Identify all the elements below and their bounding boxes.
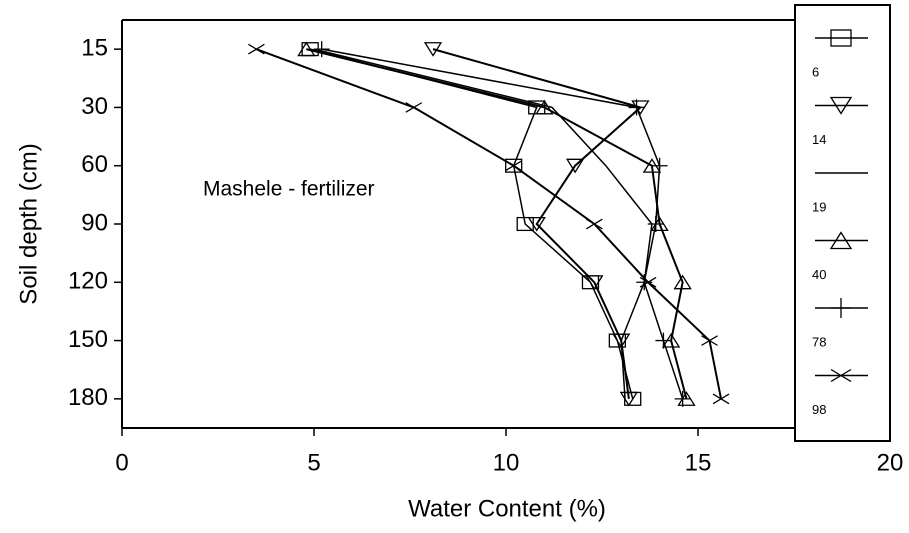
legend-box: [794, 4, 891, 442]
y-tick-label: 15: [81, 34, 108, 61]
marker: [647, 216, 664, 232]
marker: [651, 157, 668, 174]
legend-label: 40: [812, 267, 826, 282]
marker: [423, 42, 443, 57]
marker: [831, 298, 851, 318]
marker: [612, 333, 631, 349]
marker: [505, 158, 523, 173]
x-tick-label: 0: [115, 449, 128, 476]
y-tick-label: 90: [81, 209, 108, 236]
x-tick-label: 5: [307, 449, 320, 476]
marker: [655, 332, 672, 349]
marker: [505, 160, 523, 172]
marker: [830, 368, 852, 383]
marker: [829, 231, 853, 250]
x-tick-label: 20: [877, 449, 904, 476]
x-axis-label: Water Content (%): [408, 495, 606, 522]
legend-label: 6: [812, 64, 819, 79]
y-tick-label: 30: [81, 93, 108, 120]
legend-label: 19: [812, 199, 826, 214]
x-tick-label: 15: [685, 449, 712, 476]
marker: [585, 218, 603, 230]
y-axis-label: Soil depth (cm): [15, 143, 42, 304]
marker: [405, 102, 423, 113]
marker: [674, 390, 691, 407]
legend-label: 14: [812, 132, 826, 147]
y-tick-label: 60: [81, 151, 108, 178]
marker: [830, 29, 852, 47]
marker: [248, 43, 265, 55]
marker: [565, 158, 585, 174]
marker: [712, 393, 730, 405]
annotation: Mashele - fertilizer: [203, 178, 375, 201]
x-tick-label: 10: [493, 449, 520, 476]
y-tick-label: 150: [68, 326, 108, 353]
marker: [585, 275, 604, 290]
marker: [829, 96, 853, 115]
marker: [673, 274, 692, 290]
y-tick-label: 180: [68, 384, 108, 411]
marker: [639, 276, 657, 288]
marker: [313, 41, 330, 58]
marker: [628, 99, 645, 116]
marker: [535, 99, 554, 115]
y-tick-label: 120: [68, 268, 108, 295]
marker: [701, 335, 718, 346]
legend-label: 98: [812, 402, 826, 417]
marker: [297, 41, 316, 57]
legend: 6 14 19 40 78 98: [794, 4, 891, 442]
marker: [527, 216, 546, 232]
legend-label: 78: [812, 334, 826, 349]
